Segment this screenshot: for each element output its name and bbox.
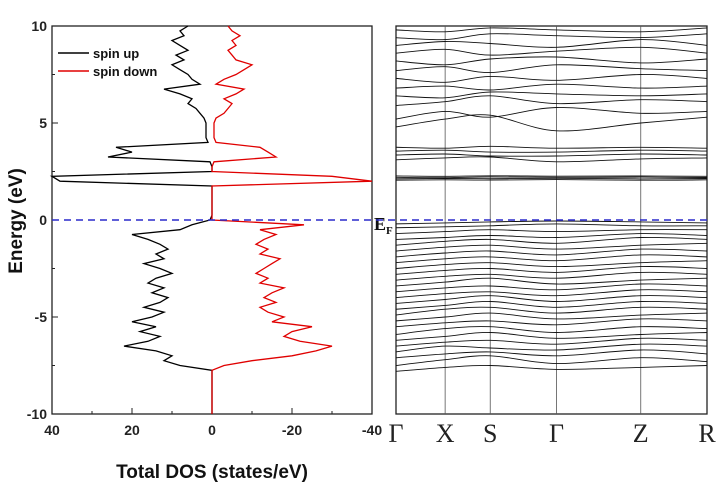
fermi-label-main: E — [374, 214, 386, 234]
band-line — [395, 271, 708, 281]
band-line — [395, 220, 708, 225]
band-line — [395, 145, 708, 149]
fermi-level-label: EF — [374, 214, 393, 237]
band-line — [395, 74, 708, 83]
band-line — [395, 289, 708, 299]
band-line — [395, 177, 708, 180]
band-line — [395, 349, 708, 359]
band-line — [395, 176, 708, 179]
y-tick-label: -10 — [27, 406, 47, 422]
band-line — [395, 179, 708, 181]
x-tick-label: 40 — [44, 422, 60, 438]
x-axis-label: Total DOS (states/eV) — [116, 462, 308, 483]
y-tick-label: 0 — [39, 212, 47, 228]
band-line — [395, 300, 708, 310]
band-line — [395, 91, 708, 99]
band-line — [395, 56, 708, 66]
band-line — [395, 153, 708, 157]
band-line — [395, 107, 708, 120]
kpoint-label: R — [698, 419, 716, 448]
band-line — [395, 229, 708, 235]
band-line — [395, 254, 708, 264]
band-line — [395, 277, 708, 287]
band-line — [395, 248, 708, 258]
band-line — [395, 337, 708, 347]
band-line — [395, 242, 708, 252]
band-line — [395, 233, 708, 240]
band-line — [395, 260, 708, 269]
legend: spin up spin down — [58, 46, 157, 79]
band-line — [395, 266, 708, 275]
fermi-label-sub: F — [386, 225, 393, 237]
kpoint-label: Γ — [549, 419, 564, 448]
band-line — [395, 46, 708, 56]
band-line — [395, 33, 708, 41]
band-line — [395, 64, 708, 74]
band-line — [395, 175, 708, 177]
band-line — [395, 156, 708, 163]
band-line — [395, 343, 708, 353]
y-tick-label: -5 — [35, 309, 48, 325]
band-line — [395, 149, 708, 153]
band-line — [395, 306, 708, 316]
band-line — [395, 283, 708, 293]
y-tick-label: 5 — [39, 115, 47, 131]
kpoint-label: X — [436, 419, 455, 448]
band-line — [395, 39, 708, 48]
y-axis-label: Energy (eV) — [6, 168, 27, 274]
band-line — [395, 27, 708, 33]
band-line — [395, 295, 708, 304]
band-line — [395, 223, 708, 229]
band-line — [395, 365, 708, 372]
x-tick-label: 20 — [124, 422, 140, 438]
y-tick-label: 10 — [31, 18, 47, 34]
band-line — [395, 326, 708, 335]
x-tick-label: 0 — [208, 422, 216, 438]
legend-label-spin-down: spin down — [93, 64, 157, 79]
band-line — [395, 318, 708, 328]
legend-label-spin-up: spin up — [93, 46, 139, 61]
band-line — [395, 95, 708, 106]
x-tick-label: -40 — [362, 422, 382, 438]
band-line — [395, 355, 708, 366]
dos-panel: 40 20 0 -20 -40 10 5 0 -5 -10 — [27, 18, 383, 438]
band-line — [395, 236, 708, 246]
kpoint-label: Z — [633, 419, 649, 448]
band-line — [395, 83, 708, 91]
band-line — [395, 114, 708, 132]
kpoint-label: Γ — [388, 419, 403, 448]
kpoint-label: S — [483, 419, 497, 448]
band-line — [395, 332, 708, 341]
x-tick-label: -20 — [282, 422, 302, 438]
band-line — [395, 312, 708, 322]
